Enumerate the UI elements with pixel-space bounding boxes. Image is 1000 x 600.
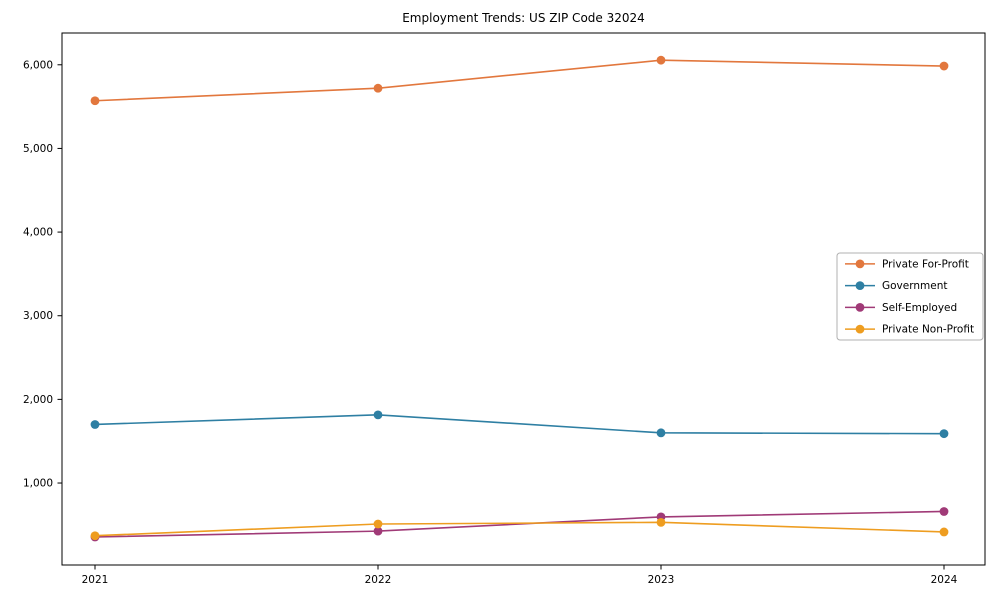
data-point [656,55,666,65]
legend-label: Private For-Profit [882,258,969,270]
data-point [90,420,100,429]
data-point [939,507,949,516]
legend-marker-dot [855,259,865,269]
series-line-self-employed [94,510,945,538]
data-point [656,428,666,438]
data-point [373,410,383,420]
data-point [90,531,100,541]
x-tick-label: 2021 [82,574,109,586]
data-point [656,517,666,527]
y-tick-label: 5,000 [23,143,53,155]
data-point [373,83,383,93]
chart-title: Employment Trends: US ZIP Code 32024 [402,11,645,25]
legend-marker-dot [855,302,865,312]
data-point [373,526,383,536]
series-line-private-non-profit [94,521,945,537]
series-line-private-for-profit [94,59,945,102]
legend-marker-dot [855,324,865,334]
y-tick-label: 2,000 [23,394,53,406]
legend-label: Private Non-Profit [882,324,974,336]
x-tick-label: 2024 [931,574,958,586]
y-tick-label: 1,000 [23,478,53,490]
data-point [939,527,949,537]
data-point [939,429,949,439]
plot-border [61,32,986,566]
legend-marker-dot [855,281,865,291]
legend-label: Government [882,280,947,292]
y-tick-label: 6,000 [23,59,53,71]
legend-box [836,252,984,341]
x-tick-label: 2022 [365,574,392,586]
data-point [90,96,100,106]
y-tick-label: 3,000 [23,310,53,322]
data-point [373,519,383,529]
legend-label: Self-Employed [882,302,957,314]
x-tick-label: 2023 [648,574,675,586]
y-tick-label: 4,000 [23,227,53,239]
series-line-government [94,414,945,435]
data-point [939,61,949,71]
